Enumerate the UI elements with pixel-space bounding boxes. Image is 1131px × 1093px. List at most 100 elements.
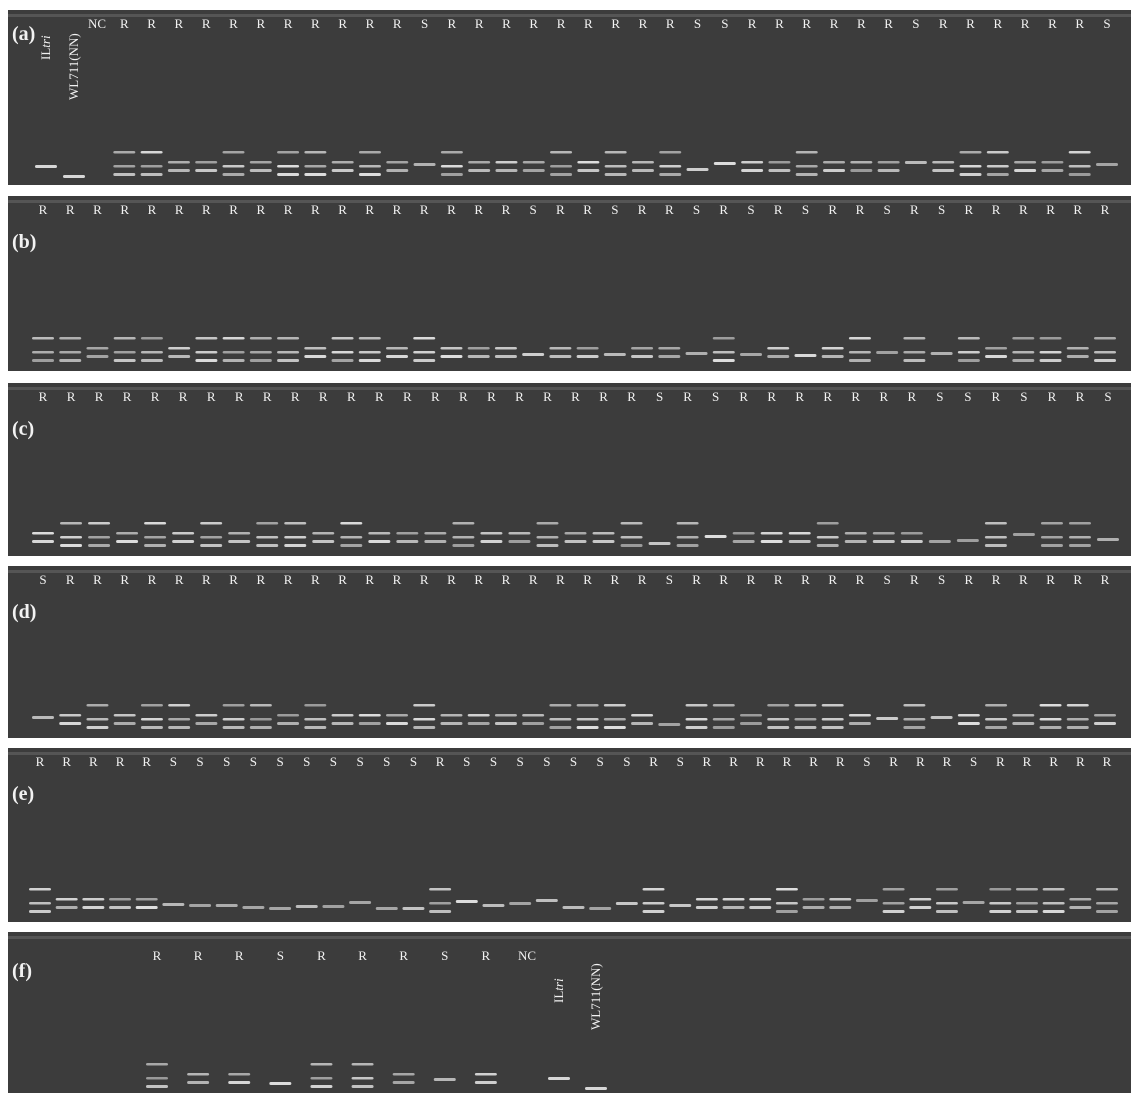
band [359,173,381,176]
band [359,351,381,354]
band [250,169,272,172]
band [144,536,166,539]
lane-label: R [36,754,45,769]
band [549,347,571,350]
lane-label: R [502,16,511,31]
band [223,337,245,340]
band [1012,351,1034,354]
lane-label: S [802,202,809,217]
lane-label: R [665,202,674,217]
band [136,898,158,901]
band [817,536,839,539]
band [876,351,898,354]
gel-panel: (d)SRRRRRRRRRRRRRRRRRRRRRRSRRRRRRRSRSRRR… [8,566,1131,738]
band [649,542,671,545]
lane-label: R [756,754,765,769]
lane-label: R [420,202,429,217]
control-label-italic: tri [551,978,566,991]
lane-label: R [884,16,893,31]
band [989,910,1011,913]
page: {"panels": [ {"label": "(a)", "control_l… [0,0,1131,1093]
band [60,536,82,539]
lane-label: R [120,202,129,217]
lane-label: S [570,754,577,769]
lane-label: R [311,572,320,587]
lane-label: R [1019,202,1028,217]
band [987,165,1009,168]
band [1040,718,1062,721]
band [903,718,925,721]
band [957,539,979,542]
band [495,355,517,358]
band [878,161,900,164]
lane-label: R [916,754,925,769]
band [985,522,1007,525]
band [86,718,108,721]
band [632,169,654,172]
band [723,898,745,901]
band [1013,533,1035,536]
band [522,722,544,725]
lane-label: R [175,202,184,217]
lane-label: S [530,202,537,217]
band [141,173,163,176]
band [304,726,326,729]
band [903,726,925,729]
band [604,718,626,721]
band [393,1081,415,1084]
gel-panel: (b)RRRRRRRRRRRRRRRRRRSRRSRRSRSRSRRSRSRRR… [8,196,1131,371]
band [621,522,643,525]
band [310,1077,332,1080]
band [144,522,166,525]
band [495,714,517,717]
band [56,906,78,909]
lane-label: R [502,202,511,217]
band [440,355,462,358]
lane-label: R [459,389,468,404]
band [621,536,643,539]
band [549,704,571,707]
band [901,532,923,535]
lane-label: R [403,389,412,404]
band [713,359,735,362]
band [789,532,811,535]
lane-label: S [356,754,363,769]
band [767,718,789,721]
band [550,151,572,154]
control-label-italic: tri [38,35,53,48]
band [59,714,81,717]
band [632,161,654,164]
band [59,351,81,354]
lane-label: R [284,202,293,217]
band [113,173,135,176]
lane-label: S [1020,389,1027,404]
lane-label: R [311,16,320,31]
band [658,723,680,726]
band [643,910,665,913]
lane-label: R [889,754,898,769]
band [985,704,1007,707]
control-label: WL711(NN) [66,33,81,100]
band [59,337,81,340]
lane-label: S [938,202,945,217]
band [1094,722,1116,725]
lane-label: R [393,572,402,587]
lane-label: R [311,202,320,217]
band [29,888,51,891]
band [958,359,980,362]
lane-label: R [583,572,592,587]
lane-label: R [801,572,810,587]
band [577,161,599,164]
band [659,173,681,176]
band [1014,169,1036,172]
lane-label: S [463,754,470,769]
lane-label: R [93,202,102,217]
band [687,168,709,171]
lane-label: S [656,389,663,404]
band [340,522,362,525]
band [424,532,446,535]
band [162,903,184,906]
lane-label: R [1101,572,1110,587]
band [59,722,81,725]
band [850,161,872,164]
